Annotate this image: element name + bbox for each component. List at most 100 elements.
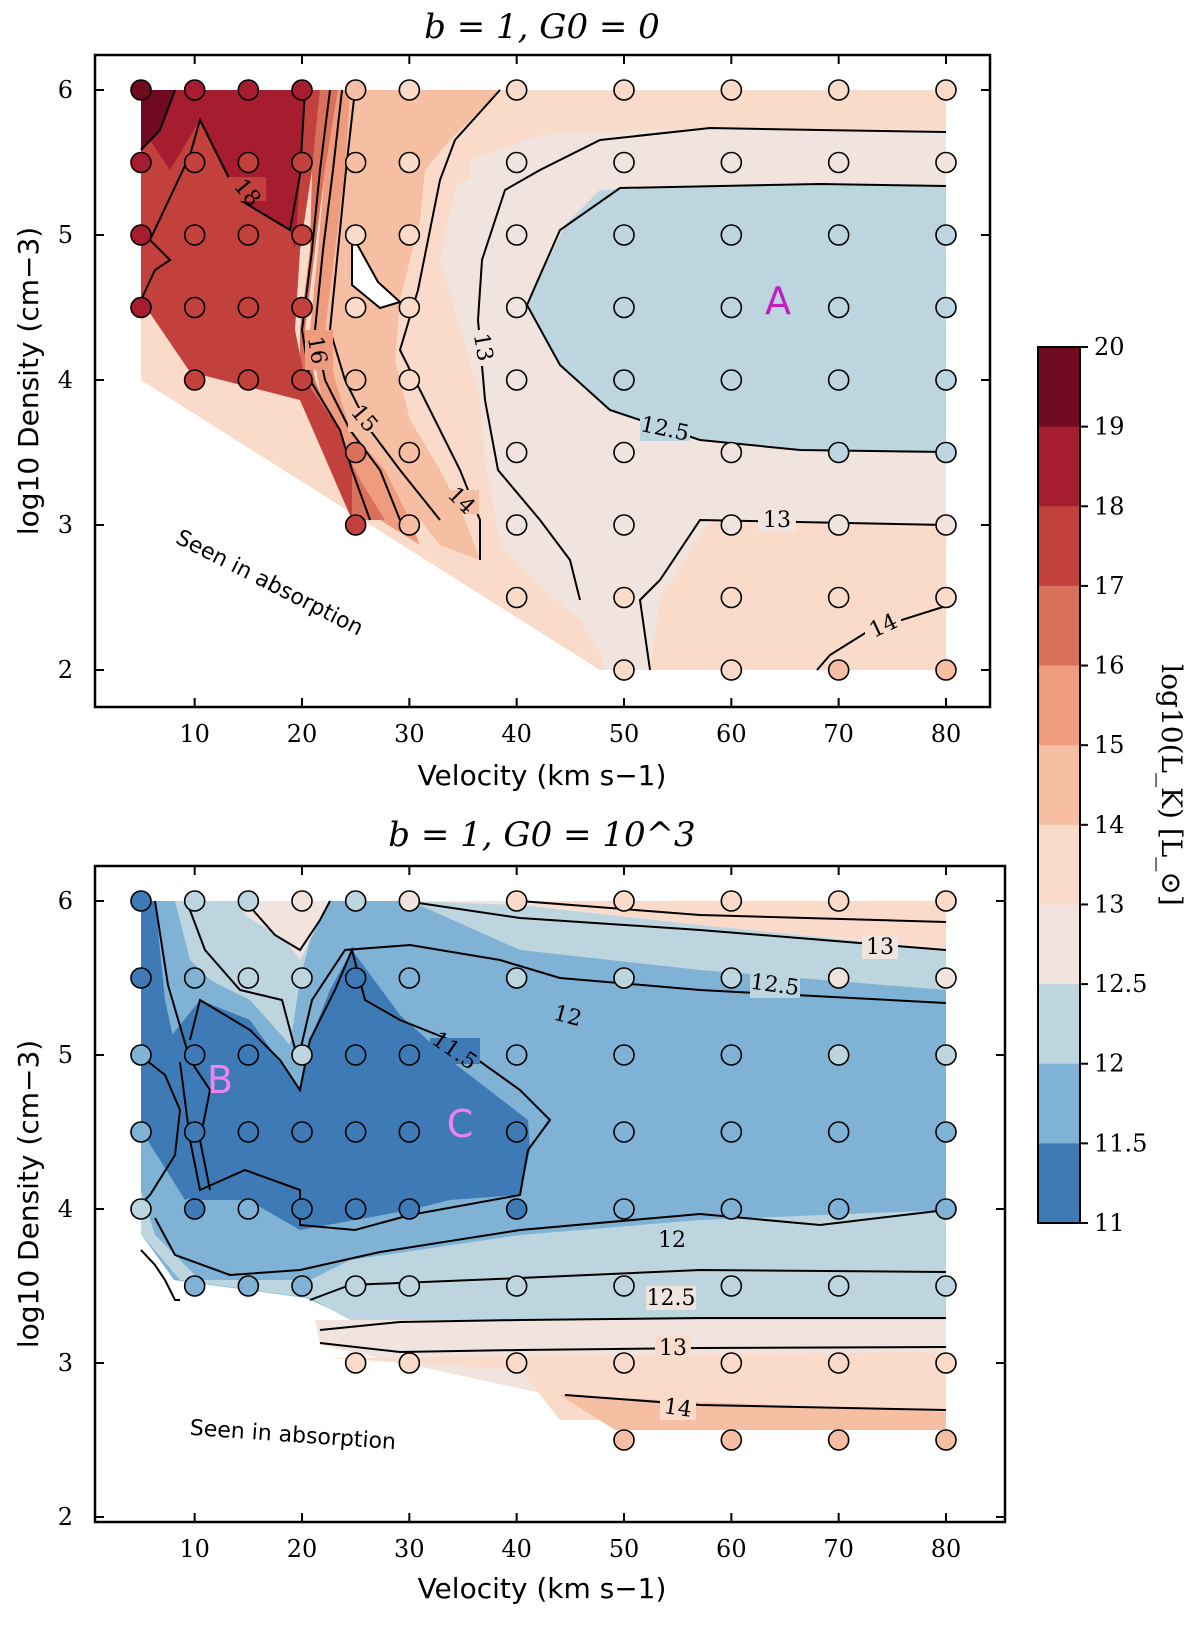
data-point: [505, 1121, 528, 1143]
data-point: [613, 967, 635, 989]
y-tick-label: 3: [58, 511, 73, 539]
data-point: [398, 79, 421, 101]
data-point: [720, 296, 743, 319]
colorbar-band: [1038, 585, 1080, 667]
bottom-panel: b = 1, G0 = 10^3: [12, 815, 1007, 1605]
data-point: [130, 151, 152, 174]
data-point: [827, 659, 850, 681]
data-point: [237, 151, 260, 174]
data-point: [291, 1275, 313, 1297]
y-tick-label: 5: [58, 221, 73, 249]
data-point: [130, 296, 152, 319]
data-point: [935, 441, 957, 464]
x-tick-label: 30: [394, 720, 425, 748]
x-tick-label: 70: [823, 720, 854, 748]
top-axes: 10 20 30 40 50 60 70 80 2 3 4 5 6: [58, 55, 990, 748]
data-point: [935, 79, 957, 101]
data-point: [935, 1429, 957, 1451]
data-point: [183, 296, 206, 319]
data-point: [505, 296, 528, 319]
data-point: [720, 369, 743, 391]
data-point: [505, 224, 528, 246]
data-point: [505, 1275, 528, 1297]
data-point: [935, 1275, 957, 1297]
data-point: [344, 151, 367, 174]
data-point: [183, 369, 206, 391]
top-band-18-19: [141, 90, 305, 250]
data-point: [344, 1352, 367, 1374]
data-point: [720, 586, 743, 609]
data-point: [130, 1121, 152, 1143]
data-point: [237, 967, 260, 989]
data-point: [827, 151, 850, 174]
x-tick-label: 20: [287, 720, 318, 748]
x-tick-label: 70: [823, 1535, 854, 1563]
top-contour-label-13b: 13: [763, 508, 791, 533]
data-point: [505, 586, 528, 609]
top-white-hole: [352, 235, 400, 308]
top-absorption-annotation: Seen in absorption: [172, 525, 367, 641]
y-tick-label: 6: [58, 76, 73, 104]
colorbar-tick-label: 12: [1094, 1050, 1125, 1078]
data-point: [827, 1044, 850, 1066]
data-point: [827, 441, 850, 464]
y-tick-label: 5: [58, 1041, 73, 1069]
bottom-contour-label-14: 14: [662, 1394, 693, 1423]
data-point: [237, 1044, 260, 1066]
data-point: [827, 369, 850, 391]
data-point: [720, 1044, 743, 1066]
data-point: [720, 890, 743, 912]
data-point: [183, 1275, 206, 1297]
data-point: [344, 296, 367, 319]
data-point: [291, 79, 313, 101]
colorbar-label: log10(L_K) [L_⊙]: [1155, 664, 1188, 906]
data-point: [183, 967, 206, 989]
bottom-band-13-14b: [330, 1352, 946, 1420]
bottom-contour-label-13b: 13: [659, 1336, 687, 1361]
top-region-label-A: A: [765, 279, 791, 323]
data-point: [827, 1429, 850, 1451]
data-point: [344, 1121, 367, 1143]
colorbar-frame: [1037, 346, 1081, 1224]
data-point: [613, 1198, 635, 1220]
data-point: [183, 890, 206, 912]
bottom-band-14-15: [560, 1395, 946, 1430]
data-point: [130, 224, 152, 246]
data-point: [827, 1275, 850, 1297]
data-point: [613, 224, 635, 246]
data-point: [398, 1352, 421, 1374]
bottom-x-axis-label: Velocity (km s−1): [418, 1572, 667, 1605]
colorbar-band: [1038, 347, 1080, 428]
data-point: [720, 1275, 743, 1297]
top-x-axis-label: Velocity (km s−1): [418, 759, 667, 792]
bottom-contour-labels: 13 12.5 12 11.5 12 12.5 13 14: [427, 935, 898, 1423]
data-point: [237, 1121, 260, 1143]
data-point: [398, 1275, 421, 1297]
data-point: [827, 1352, 850, 1374]
colorbar-band: [1038, 665, 1080, 746]
colorbar-band: [1038, 745, 1080, 826]
data-point: [613, 441, 635, 464]
data-point: [237, 1198, 260, 1220]
data-point: [398, 224, 421, 246]
colorbar-tick-label: 18: [1094, 492, 1125, 520]
x-tick-label: 10: [179, 1535, 210, 1563]
data-point: [398, 514, 421, 536]
top-data-points: [130, 79, 957, 681]
colorbar-ticks: 20 19 18 17 16 15 14 13 12.5 12 11.5 11: [1080, 333, 1147, 1237]
colorbar-band: [1038, 426, 1080, 507]
bottom-region-label-C: C: [447, 1102, 474, 1146]
colorbar-tick-label: 17: [1094, 572, 1125, 600]
x-tick-label: 80: [931, 1535, 962, 1563]
data-point: [935, 296, 957, 319]
data-point: [237, 890, 260, 912]
colorbar-tick-label: 13: [1094, 890, 1125, 918]
data-point: [344, 79, 367, 101]
colorbar: 20 19 18 17 16 15 14 13 12.5 12 11.5 11 log10(L_K) …: [1037, 333, 1188, 1237]
data-point: [935, 514, 957, 536]
data-point: [505, 441, 528, 464]
data-point: [827, 890, 850, 912]
data-point: [505, 79, 528, 101]
top-panel-title: b = 1, G0 = 0: [424, 7, 660, 47]
